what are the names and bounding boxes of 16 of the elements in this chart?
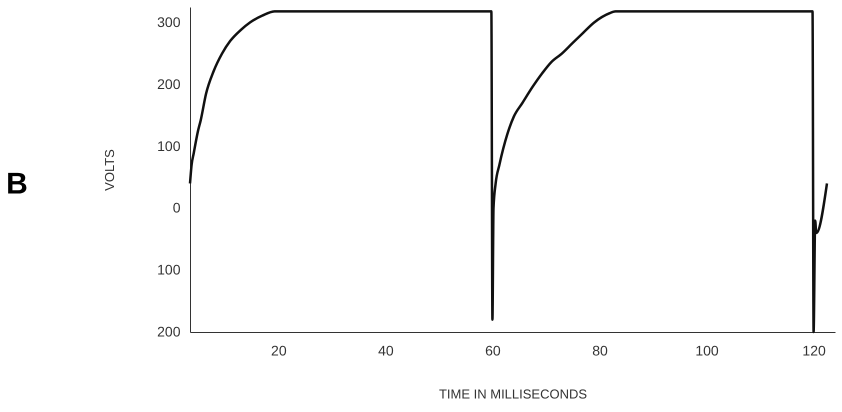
y-tick-label: 100 [157,262,181,278]
x-tick-label: 80 [592,342,608,358]
x-tick-label: 20 [271,342,287,358]
y-tick-label: 0 [172,200,181,216]
x-tick-label: 60 [485,342,501,358]
x-tick-label: 40 [378,342,394,358]
y-tick-label: 100 [157,138,181,154]
text: B [6,168,28,200]
line-series [188,10,828,334]
y-axis-title: VOLTS [102,148,118,191]
y-tick-label: 200 [157,76,181,92]
y-tick-label: 200 [157,324,181,340]
x-tick-label: 100 [695,342,719,358]
y-tick-label: 300 [157,14,181,30]
x-tick-label: 120 [802,342,826,358]
x-axis-title: TIME IN MILLISECONDS [438,386,588,402]
